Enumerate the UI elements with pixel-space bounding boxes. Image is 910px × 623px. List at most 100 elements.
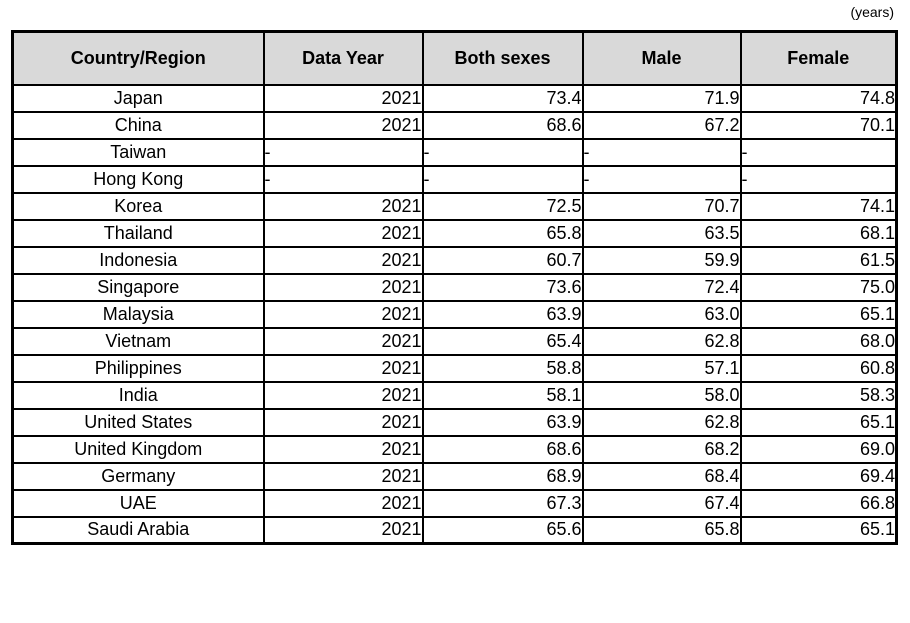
col-header-male: Male — [581, 30, 742, 86]
cell-country: China — [11, 110, 265, 140]
cell-male: - — [581, 164, 742, 194]
cell-country: Malaysia — [11, 299, 265, 329]
cell-both-sexes: 58.8 — [421, 353, 584, 383]
cell-both-sexes: 58.1 — [421, 380, 584, 410]
cell-female: 75.0 — [739, 272, 898, 302]
cell-male: 67.2 — [581, 110, 742, 140]
cell-female: 61.5 — [739, 245, 898, 275]
cell-male: 59.9 — [581, 245, 742, 275]
cell-country: United States — [11, 407, 265, 437]
cell-country: United Kingdom — [11, 434, 265, 464]
life-expectancy-table: Country/Region Data Year Both sexes Male… — [11, 30, 898, 545]
cell-female: 69.4 — [739, 461, 898, 491]
table-row: Saudi Arabia 2021 65.6 65.8 65.1 — [11, 515, 898, 545]
cell-female: 65.1 — [739, 515, 898, 545]
cell-country: Philippines — [11, 353, 265, 383]
cell-female: 68.0 — [739, 326, 898, 356]
cell-both-sexes: 73.6 — [421, 272, 584, 302]
cell-data-year: 2021 — [262, 488, 424, 518]
cell-data-year: 2021 — [262, 83, 424, 113]
cell-male: 67.4 — [581, 488, 742, 518]
cell-both-sexes: 65.4 — [421, 326, 584, 356]
table-row: Malaysia 2021 63.9 63.0 65.1 — [11, 299, 898, 329]
col-header-female: Female — [739, 30, 898, 86]
cell-country: India — [11, 380, 265, 410]
cell-female: 65.1 — [739, 299, 898, 329]
table-row: Hong Kong - - - - — [11, 164, 898, 194]
table-row: Korea 2021 72.5 70.7 74.1 — [11, 191, 898, 221]
cell-male: 62.8 — [581, 326, 742, 356]
table-body: Japan 2021 73.4 71.9 74.8 China 2021 68.6 67.2 70… — [11, 83, 898, 545]
cell-male: 63.5 — [581, 218, 742, 248]
cell-both-sexes: - — [421, 137, 584, 167]
cell-country: Japan — [11, 83, 265, 113]
table-row: China 2021 68.6 67.2 70.1 — [11, 110, 898, 140]
cell-data-year: 2021 — [262, 353, 424, 383]
cell-both-sexes: 68.6 — [421, 110, 584, 140]
cell-male: 58.0 — [581, 380, 742, 410]
cell-country: Germany — [11, 461, 265, 491]
cell-country: Korea — [11, 191, 265, 221]
cell-both-sexes: 63.9 — [421, 407, 584, 437]
table-row: United States 2021 63.9 62.8 65.1 — [11, 407, 898, 437]
cell-both-sexes: 63.9 — [421, 299, 584, 329]
table-row: Taiwan - - - - — [11, 137, 898, 167]
cell-female: - — [739, 164, 898, 194]
table-row: Vietnam 2021 65.4 62.8 68.0 — [11, 326, 898, 356]
col-header-country-region: Country/Region — [11, 30, 265, 86]
table-row: Japan 2021 73.4 71.9 74.8 — [11, 83, 898, 113]
cell-data-year: 2021 — [262, 191, 424, 221]
cell-male: - — [581, 137, 742, 167]
cell-female: 70.1 — [739, 110, 898, 140]
cell-both-sexes: 65.6 — [421, 515, 584, 545]
cell-both-sexes: 68.6 — [421, 434, 584, 464]
cell-male: 68.4 — [581, 461, 742, 491]
cell-both-sexes: 65.8 — [421, 218, 584, 248]
cell-male: 57.1 — [581, 353, 742, 383]
cell-female: 74.8 — [739, 83, 898, 113]
col-header-both-sexes: Both sexes — [421, 30, 584, 86]
table-row: Singapore 2021 73.6 72.4 75.0 — [11, 272, 898, 302]
cell-data-year: 2021 — [262, 299, 424, 329]
cell-country: Saudi Arabia — [11, 515, 265, 545]
cell-female: 60.8 — [739, 353, 898, 383]
cell-data-year: - — [262, 137, 424, 167]
cell-country: Singapore — [11, 272, 265, 302]
cell-male: 68.2 — [581, 434, 742, 464]
table-row: Philippines 2021 58.8 57.1 60.8 — [11, 353, 898, 383]
table-row: India 2021 58.1 58.0 58.3 — [11, 380, 898, 410]
cell-data-year: 2021 — [262, 380, 424, 410]
cell-country: Thailand — [11, 218, 265, 248]
cell-male: 65.8 — [581, 515, 742, 545]
cell-female: 58.3 — [739, 380, 898, 410]
cell-male: 72.4 — [581, 272, 742, 302]
cell-country: Taiwan — [11, 137, 265, 167]
cell-both-sexes: 60.7 — [421, 245, 584, 275]
cell-data-year: 2021 — [262, 407, 424, 437]
cell-data-year: 2021 — [262, 461, 424, 491]
cell-female: 68.1 — [739, 218, 898, 248]
cell-female: 74.1 — [739, 191, 898, 221]
cell-data-year: 2021 — [262, 110, 424, 140]
cell-female: 69.0 — [739, 434, 898, 464]
cell-female: 65.1 — [739, 407, 898, 437]
cell-both-sexes: 72.5 — [421, 191, 584, 221]
cell-male: 63.0 — [581, 299, 742, 329]
cell-country: UAE — [11, 488, 265, 518]
cell-country: Vietnam — [11, 326, 265, 356]
cell-male: 62.8 — [581, 407, 742, 437]
cell-both-sexes: - — [421, 164, 584, 194]
table-row: Thailand 2021 65.8 63.5 68.1 — [11, 218, 898, 248]
cell-data-year: 2021 — [262, 326, 424, 356]
cell-data-year: 2021 — [262, 272, 424, 302]
cell-data-year: 2021 — [262, 515, 424, 545]
table-row: Germany 2021 68.9 68.4 69.4 — [11, 461, 898, 491]
cell-country: Hong Kong — [11, 164, 265, 194]
header-row: Country/Region Data Year Both sexes Male… — [11, 30, 898, 86]
cell-both-sexes: 68.9 — [421, 461, 584, 491]
col-header-data-year: Data Year — [262, 30, 424, 86]
cell-both-sexes: 73.4 — [421, 83, 584, 113]
cell-country: Indonesia — [11, 245, 265, 275]
table-row: UAE 2021 67.3 67.4 66.8 — [11, 488, 898, 518]
cell-male: 70.7 — [581, 191, 742, 221]
